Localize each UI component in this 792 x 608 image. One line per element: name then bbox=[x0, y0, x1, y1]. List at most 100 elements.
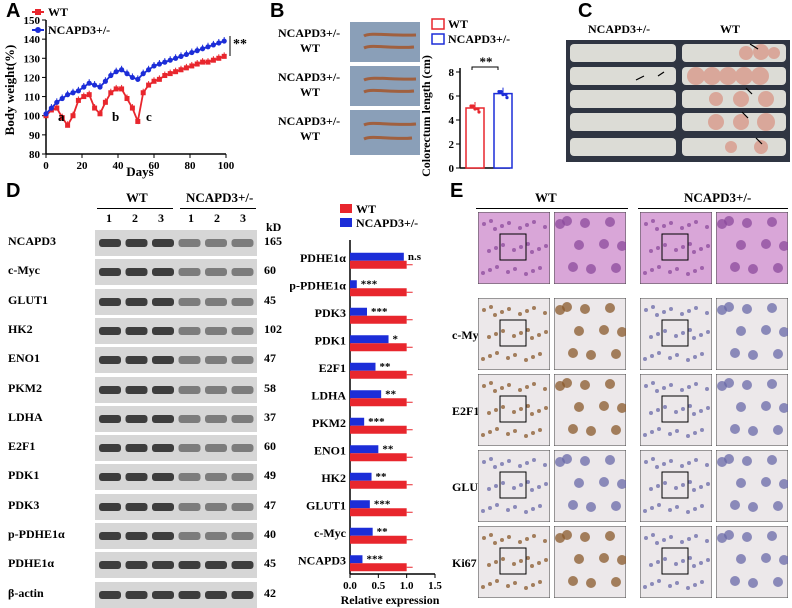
blot-background bbox=[95, 493, 257, 520]
ihc-cell bbox=[694, 220, 698, 224]
blot-kd: 40 bbox=[264, 527, 276, 541]
ihc-cell bbox=[512, 486, 516, 490]
ihc-cell bbox=[767, 303, 777, 313]
ihc-cell bbox=[599, 325, 609, 335]
ihc-zoom-box bbox=[661, 395, 689, 423]
blot-kd: 60 bbox=[264, 263, 276, 278]
ihc-image bbox=[478, 450, 550, 522]
ihc-cell bbox=[680, 464, 684, 468]
ihc-cell bbox=[518, 464, 522, 468]
ihc-cell bbox=[693, 507, 697, 511]
bar-dot bbox=[499, 90, 503, 94]
blot-label: PDK1 bbox=[8, 468, 40, 483]
d-significance-label: ** bbox=[376, 471, 388, 483]
blot-band bbox=[231, 502, 254, 511]
ihc-cell bbox=[518, 312, 522, 316]
legend-ncapd3-label: NCAPD3+/- bbox=[48, 23, 110, 37]
ihc-cell bbox=[687, 537, 691, 541]
blot-band bbox=[231, 297, 254, 306]
d-legend-wt-label: WT bbox=[356, 202, 376, 216]
bar-ncapd3 bbox=[350, 500, 370, 509]
ihc-cell bbox=[657, 265, 661, 269]
ihc-cell bbox=[537, 561, 541, 565]
lane-2: 2 bbox=[132, 211, 138, 225]
ihc-cell bbox=[532, 382, 536, 386]
ihc-cell bbox=[531, 583, 535, 587]
blot-band bbox=[178, 444, 201, 453]
blot-band bbox=[152, 561, 174, 570]
legend-wt-label: WT bbox=[48, 5, 68, 19]
ihc-cell bbox=[668, 432, 672, 436]
ihc-cell bbox=[675, 353, 679, 357]
blot-band bbox=[152, 297, 174, 306]
ihc-cell bbox=[526, 242, 530, 246]
blot-band bbox=[231, 414, 254, 423]
blot-kd: 58 bbox=[264, 380, 276, 395]
ihc-cell bbox=[531, 431, 535, 435]
ihc-cell bbox=[555, 381, 565, 391]
colon-label-wt-3: WT bbox=[300, 129, 321, 143]
ihc-cell bbox=[611, 425, 621, 435]
bar-ncapd3 bbox=[350, 527, 373, 536]
ihc-cell bbox=[761, 239, 771, 249]
ihc-cell bbox=[705, 539, 709, 543]
bar-ncapd3 bbox=[350, 390, 382, 399]
ihc-row-label: c-Myc bbox=[452, 328, 484, 342]
d-x-axis-label: Relative expression bbox=[341, 593, 440, 607]
d-category-label: c-Myc bbox=[314, 526, 347, 540]
ihc-zoom-box bbox=[499, 395, 527, 423]
y-tick-label: 130 bbox=[24, 53, 41, 65]
blot-band bbox=[99, 385, 121, 394]
data-point-wt bbox=[194, 61, 200, 67]
blot-label: c-Myc bbox=[8, 263, 40, 278]
ihc-cell bbox=[680, 388, 684, 392]
blot-band bbox=[205, 239, 227, 247]
ihc-image bbox=[640, 212, 712, 284]
data-point-ncapd3 bbox=[102, 78, 108, 84]
blot-band bbox=[152, 385, 174, 394]
colorectum-length-chart: WT NCAPD3+/- 0 2 4 6 8 ** Colorectum length … bbox=[420, 17, 513, 177]
ihc-cell bbox=[487, 487, 491, 491]
data-point-wt bbox=[102, 99, 108, 105]
d-x-tick-label: 1.5 bbox=[428, 580, 442, 592]
x-axis-label: Days bbox=[126, 164, 153, 179]
panel-label-a: A bbox=[6, 0, 21, 22]
blot-kd: 60 bbox=[264, 439, 276, 454]
ihc-cell bbox=[506, 508, 510, 512]
ihc-cell bbox=[699, 485, 703, 489]
blot-label: PKM2 bbox=[8, 380, 42, 395]
ihc-cell bbox=[692, 250, 696, 254]
blot-band bbox=[231, 385, 254, 394]
lane-5: 2 bbox=[214, 211, 220, 225]
ihc-cell bbox=[687, 385, 691, 389]
ihc-cell bbox=[662, 462, 666, 466]
ihc-cell bbox=[694, 534, 698, 538]
ihc-cell bbox=[538, 504, 542, 508]
d-x-tick-label: 1.0 bbox=[400, 580, 414, 592]
ihc-cell bbox=[531, 507, 535, 511]
data-point-ncapd3 bbox=[189, 49, 195, 56]
body-weight-chart: 80 90 100 110 120 130 140 150 0 20 40 60 80 100 WT NC… bbox=[2, 5, 247, 179]
blot-band bbox=[205, 414, 227, 423]
ihc-cell bbox=[495, 503, 499, 507]
ihc-cell bbox=[519, 245, 523, 249]
colon-label-ncapd3-1: NCAPD3+/- bbox=[278, 26, 341, 40]
ihc-cell bbox=[761, 325, 771, 335]
blot-image bbox=[95, 230, 257, 256]
bar-ncapd3 bbox=[350, 417, 365, 426]
data-point-ncapd3 bbox=[205, 44, 211, 50]
ihc-cell bbox=[512, 334, 516, 338]
d-significance-label: *** bbox=[374, 498, 391, 510]
ihc-image bbox=[716, 526, 788, 598]
ihc-cell bbox=[544, 330, 548, 334]
blot-band bbox=[178, 356, 201, 365]
ihc-cell bbox=[669, 307, 673, 311]
data-point-ncapd3 bbox=[43, 111, 49, 117]
blot-band bbox=[205, 268, 227, 277]
ihc-zoom-box bbox=[661, 319, 689, 347]
bar-ncapd3 bbox=[350, 252, 404, 261]
data-point-ncapd3 bbox=[65, 92, 71, 98]
data-point-ncapd3 bbox=[210, 42, 216, 48]
ihc-cell bbox=[482, 536, 486, 540]
ihc-cell bbox=[586, 426, 596, 436]
